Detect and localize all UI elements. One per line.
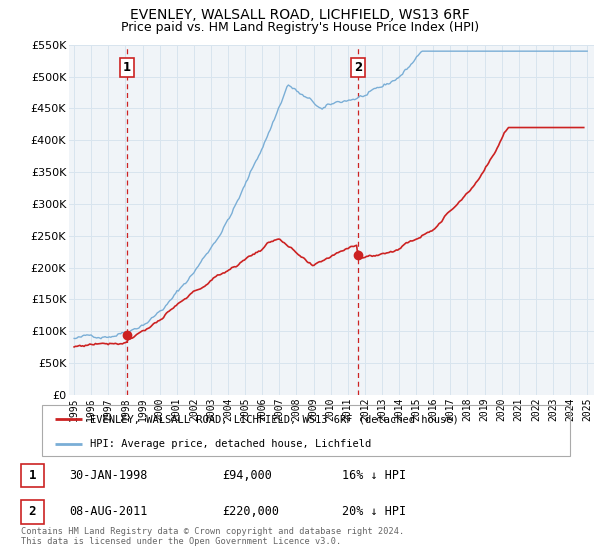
- Text: 2: 2: [29, 505, 36, 519]
- Text: 16% ↓ HPI: 16% ↓ HPI: [342, 469, 406, 482]
- Text: Contains HM Land Registry data © Crown copyright and database right 2024.
This d: Contains HM Land Registry data © Crown c…: [21, 526, 404, 546]
- Text: 20% ↓ HPI: 20% ↓ HPI: [342, 505, 406, 519]
- Text: 08-AUG-2011: 08-AUG-2011: [69, 505, 148, 519]
- Text: 30-JAN-1998: 30-JAN-1998: [69, 469, 148, 482]
- Text: £220,000: £220,000: [222, 505, 279, 519]
- Text: 1: 1: [29, 469, 36, 482]
- Text: EVENLEY, WALSALL ROAD, LICHFIELD, WS13 6RF (detached house): EVENLEY, WALSALL ROAD, LICHFIELD, WS13 6…: [89, 414, 458, 424]
- Text: HPI: Average price, detached house, Lichfield: HPI: Average price, detached house, Lich…: [89, 438, 371, 449]
- Text: £94,000: £94,000: [222, 469, 272, 482]
- Text: Price paid vs. HM Land Registry's House Price Index (HPI): Price paid vs. HM Land Registry's House …: [121, 21, 479, 34]
- Text: 1: 1: [123, 61, 131, 74]
- Text: 2: 2: [354, 61, 362, 74]
- Text: EVENLEY, WALSALL ROAD, LICHFIELD, WS13 6RF: EVENLEY, WALSALL ROAD, LICHFIELD, WS13 6…: [130, 8, 470, 22]
